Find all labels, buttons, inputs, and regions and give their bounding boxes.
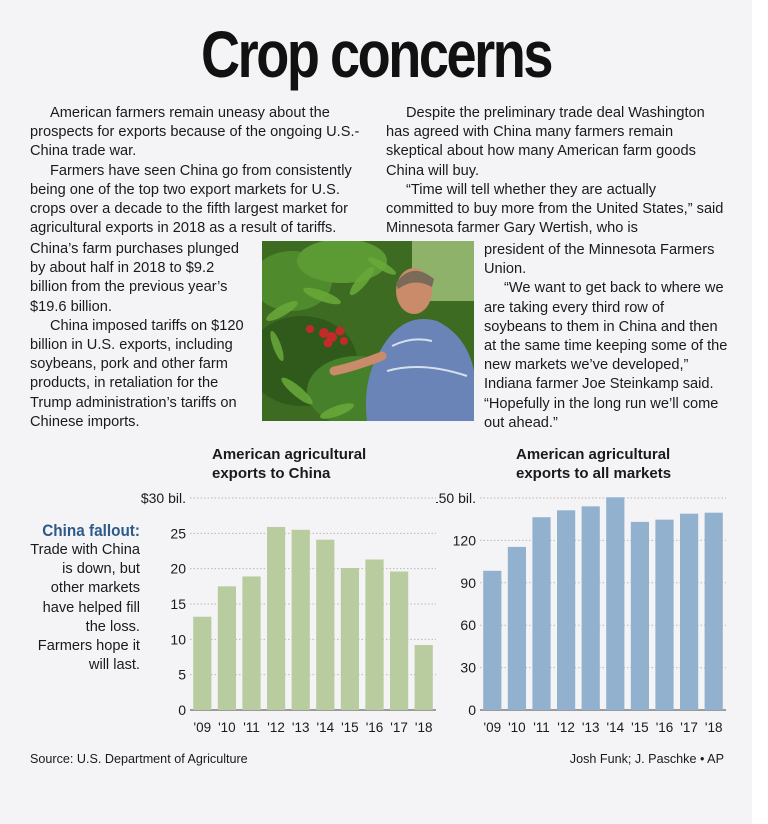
y-tick-label: 30: [460, 660, 476, 676]
y-tick-label: 10: [170, 631, 186, 647]
article-paragraph: Farmers have seen China go from consiste…: [30, 162, 352, 237]
x-tick-label: '10: [218, 720, 236, 735]
bar: [316, 539, 335, 710]
x-tick-label: '15: [631, 720, 649, 735]
bar: [507, 546, 527, 710]
x-tick-label: '09: [484, 720, 502, 735]
bar: [340, 567, 360, 710]
bar: [242, 576, 261, 710]
x-tick-label: '17: [680, 720, 698, 735]
article-paragraph: American farmers remain uneasy about the…: [30, 105, 360, 160]
chart-all-markets: 0 30 60 90 120 $150 bil. '09 '10 '11 '12 '13 '14 '15…: [436, 490, 726, 735]
bar: [291, 529, 310, 710]
bar: [483, 570, 502, 710]
credit-line: Josh Funk; J. Paschke • AP: [569, 752, 724, 766]
article-paragraph: president of the Minnesota Farmers Union…: [484, 242, 715, 278]
bar: [704, 512, 723, 710]
x-tick-label: '14: [607, 720, 625, 735]
bar: [414, 644, 433, 710]
page-title: Crop concerns: [201, 17, 553, 91]
article-right-narrow: president of the Minnesota Farmers Union…: [484, 241, 729, 433]
x-tick-label: '15: [341, 720, 359, 735]
y-tick-label: 5: [178, 667, 186, 683]
bar: [655, 519, 674, 710]
chart-china-title: American agricultural exports to China: [212, 446, 367, 482]
y-tick-label: 0: [468, 702, 476, 718]
bar: [581, 506, 600, 710]
bar: [606, 497, 625, 710]
article-left-narrow: China’s farm purchases plunged by about …: [30, 240, 254, 432]
article-paragraph: China’s farm purchases plunged by about …: [30, 241, 240, 315]
bar: [266, 526, 286, 710]
fallout-text: Trade with China is down, but other mark…: [30, 542, 140, 674]
x-tick-label: '16: [656, 720, 674, 735]
x-tick-label: '11: [533, 720, 550, 735]
bar: [193, 616, 212, 710]
article-paragraph: Despite the preliminary trade deal Washi…: [386, 105, 705, 179]
bar: [532, 517, 551, 710]
y-tick-label: $150 bil.: [436, 490, 476, 506]
y-tick-label: 25: [170, 525, 186, 541]
x-tick-label: '18: [705, 720, 723, 735]
y-tick-label: 0: [178, 702, 186, 718]
farmer-photo: [262, 241, 474, 421]
bar: [630, 521, 650, 710]
x-tick-label: '16: [366, 720, 384, 735]
fallout-heading: China fallout:: [42, 521, 140, 540]
x-tick-label: '13: [582, 720, 600, 735]
x-tick-label: '10: [508, 720, 526, 735]
y-tick-label: 60: [460, 617, 476, 633]
y-tick-label: $30 bil.: [141, 490, 186, 506]
farmer-photo-image: [262, 241, 474, 421]
article-paragraph: “We want to get back to where we are tak…: [484, 280, 728, 431]
bar: [389, 571, 409, 710]
x-tick-label: '17: [390, 720, 408, 735]
bar: [217, 586, 237, 710]
y-tick-label: 20: [170, 561, 186, 577]
x-tick-label: '13: [292, 720, 310, 735]
x-tick-label: '09: [194, 720, 212, 735]
graphic-panel: Crop concerns American farmers remain un…: [0, 0, 752, 824]
chart-all-title: American agricultural exports to all mar…: [516, 446, 672, 482]
y-tick-label: 90: [460, 575, 476, 591]
source-note: Source: U.S. Department of Agriculture: [30, 752, 248, 766]
article-paragraph: China imposed tariffs on $120 billion in…: [30, 317, 244, 430]
x-tick-label: '12: [557, 720, 575, 735]
article-right-top: Despite the preliminary trade deal Washi…: [386, 104, 726, 238]
y-tick-label: 120: [453, 532, 477, 548]
article-paragraph: “Time will tell whether they are actuall…: [386, 181, 724, 237]
bar: [556, 510, 576, 710]
x-tick-label: '14: [317, 720, 335, 735]
y-tick-label: 15: [170, 596, 186, 612]
x-tick-label: '11: [243, 720, 260, 735]
bar: [365, 559, 384, 710]
article-left-top: American farmers remain uneasy about the…: [30, 104, 368, 238]
x-tick-label: '12: [267, 720, 285, 735]
x-tick-label: '18: [415, 720, 433, 735]
bar: [679, 513, 699, 710]
chart-china: 0 5 10 15 20 25 $30 bil. '09 '10 '11 '12 '13 '14 '15 '…: [141, 490, 436, 735]
china-fallout-note: China fallout: Trade with China is down,…: [28, 521, 140, 675]
